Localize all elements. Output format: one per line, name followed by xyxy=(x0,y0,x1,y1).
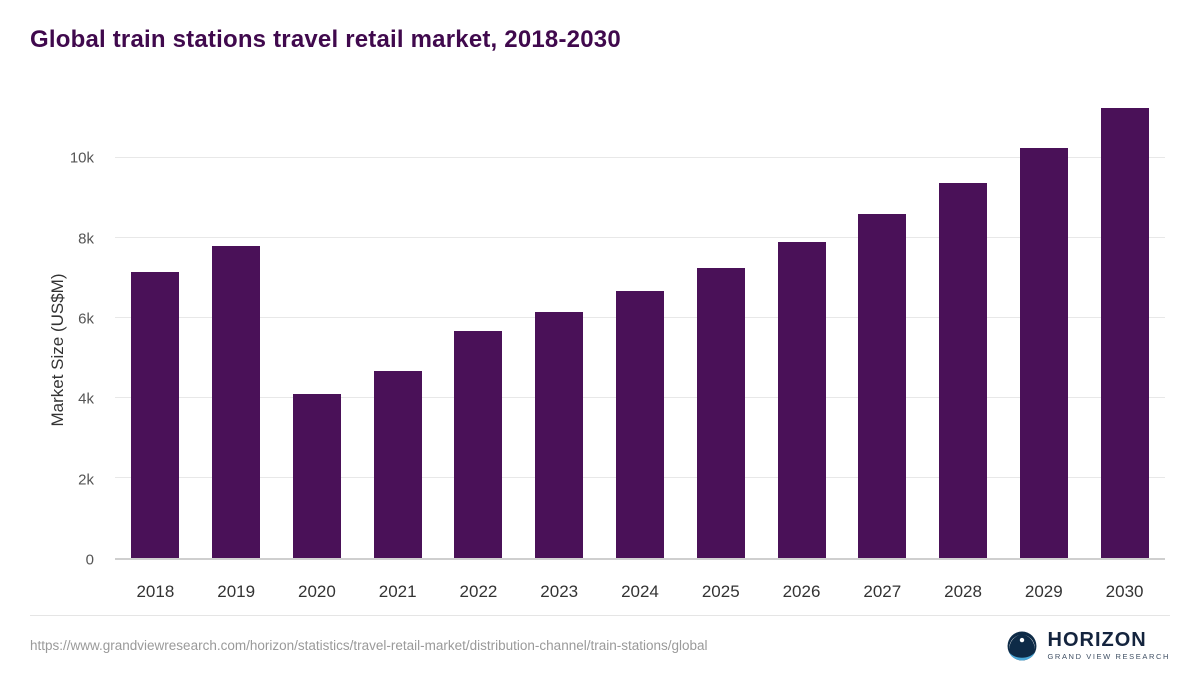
footer: https://www.grandviewresearch.com/horizo… xyxy=(30,615,1170,675)
bar-slot xyxy=(680,90,761,558)
chart-title: Global train stations travel retail mark… xyxy=(30,26,621,53)
bar-slot xyxy=(357,90,438,558)
bar-2021 xyxy=(373,371,422,558)
y-tick-label: 0 xyxy=(85,551,94,569)
bar-2029 xyxy=(1019,148,1068,558)
x-axis-labels: 2018 2019 2020 2021 2022 2023 2024 2025 2026 2027… xyxy=(115,582,1165,602)
y-tick-label: 4k xyxy=(78,390,94,408)
plot-area xyxy=(115,90,1165,560)
bar-slot xyxy=(438,90,519,558)
x-label-2023: 2023 xyxy=(540,582,579,601)
bar-2030 xyxy=(1100,108,1149,558)
bar-slot xyxy=(519,90,600,558)
x-label-2026: 2026 xyxy=(782,582,821,601)
y-tick-label: 10k xyxy=(69,149,94,167)
bars-group xyxy=(115,90,1165,558)
bar-slot xyxy=(761,90,842,558)
bar-slot xyxy=(196,90,277,558)
x-label-2019: 2019 xyxy=(217,582,256,601)
bar-2023 xyxy=(535,312,584,558)
brand-name: HORIZON xyxy=(1047,629,1147,652)
brand-text: HORIZON GRAND VIEW RESEARCH xyxy=(1048,630,1171,661)
bar-2019 xyxy=(212,246,261,558)
x-label-2020: 2020 xyxy=(298,582,336,601)
gridline xyxy=(115,237,1165,238)
bar-2018 xyxy=(131,272,180,558)
bar-2025 xyxy=(696,268,745,558)
x-label-2022: 2022 xyxy=(459,582,498,601)
y-tick-label: 2k xyxy=(78,471,94,489)
horizon-circle-icon xyxy=(1007,631,1036,660)
brand-logo: HORIZON GRAND VIEW RESEARCH xyxy=(1005,629,1171,663)
bar-2028 xyxy=(939,182,988,558)
gridline xyxy=(115,157,1165,158)
y-tick-label: 6k xyxy=(78,310,94,328)
x-label-2029: 2029 xyxy=(1024,582,1063,601)
bar-2024 xyxy=(615,291,664,558)
bar-2026 xyxy=(777,242,826,558)
brand-subtitle: GRAND VIEW RESEARCH xyxy=(1047,652,1170,662)
x-label-2025: 2025 xyxy=(701,582,740,601)
bar-slot xyxy=(1003,90,1084,558)
x-label-2018: 2018 xyxy=(136,582,175,601)
x-label-2024: 2024 xyxy=(621,582,659,601)
bar-2020 xyxy=(292,394,341,558)
bar-slot xyxy=(277,90,358,558)
x-label-2030: 2030 xyxy=(1105,582,1144,601)
bar-2022 xyxy=(454,331,503,558)
bar-slot xyxy=(842,90,923,558)
y-tick-label: 8k xyxy=(78,230,94,248)
bar-slot xyxy=(1084,90,1165,558)
source-url: https://www.grandviewresearch.com/horizo… xyxy=(30,638,708,653)
bar-2027 xyxy=(858,214,907,558)
chart-container: Market Size (US$M) 0 2k 4k 6k 8k 10k 2018 2019… xyxy=(30,80,1170,620)
x-label-2028: 2028 xyxy=(944,582,982,601)
x-label-2027: 2027 xyxy=(863,582,902,601)
bar-slot xyxy=(600,90,681,558)
bar-slot xyxy=(923,90,1004,558)
x-label-2021: 2021 xyxy=(378,582,417,601)
y-axis-ticks: 0 2k 4k 6k 8k 10k xyxy=(30,90,108,569)
bar-slot xyxy=(115,90,196,558)
